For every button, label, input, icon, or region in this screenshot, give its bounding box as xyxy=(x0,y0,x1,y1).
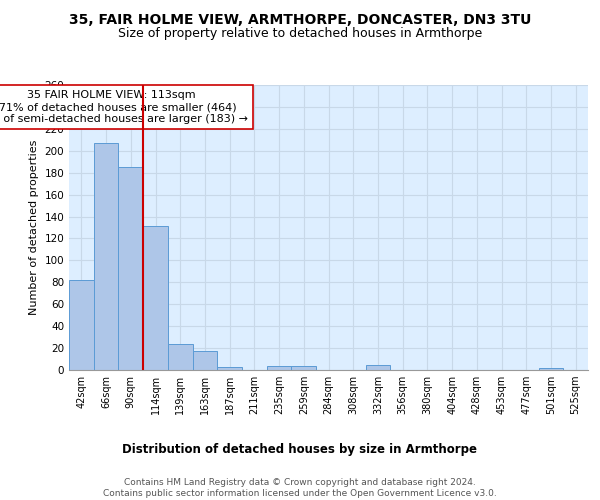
Bar xyxy=(292,366,316,370)
Bar xyxy=(365,364,390,370)
Bar xyxy=(168,344,193,370)
Bar xyxy=(217,366,242,370)
Text: Size of property relative to detached houses in Armthorpe: Size of property relative to detached ho… xyxy=(118,28,482,40)
Bar xyxy=(118,167,143,370)
Text: Distribution of detached houses by size in Armthorpe: Distribution of detached houses by size … xyxy=(122,442,478,456)
Bar xyxy=(539,368,563,370)
Bar xyxy=(69,280,94,370)
Bar xyxy=(267,366,292,370)
Bar xyxy=(193,352,217,370)
Bar xyxy=(143,226,168,370)
Bar xyxy=(94,143,118,370)
Text: 35, FAIR HOLME VIEW, ARMTHORPE, DONCASTER, DN3 3TU: 35, FAIR HOLME VIEW, ARMTHORPE, DONCASTE… xyxy=(69,12,531,26)
Text: 35 FAIR HOLME VIEW: 113sqm
← 71% of detached houses are smaller (464)
28% of sem: 35 FAIR HOLME VIEW: 113sqm ← 71% of deta… xyxy=(0,90,248,124)
Text: Contains HM Land Registry data © Crown copyright and database right 2024.
Contai: Contains HM Land Registry data © Crown c… xyxy=(103,478,497,498)
Y-axis label: Number of detached properties: Number of detached properties xyxy=(29,140,39,315)
